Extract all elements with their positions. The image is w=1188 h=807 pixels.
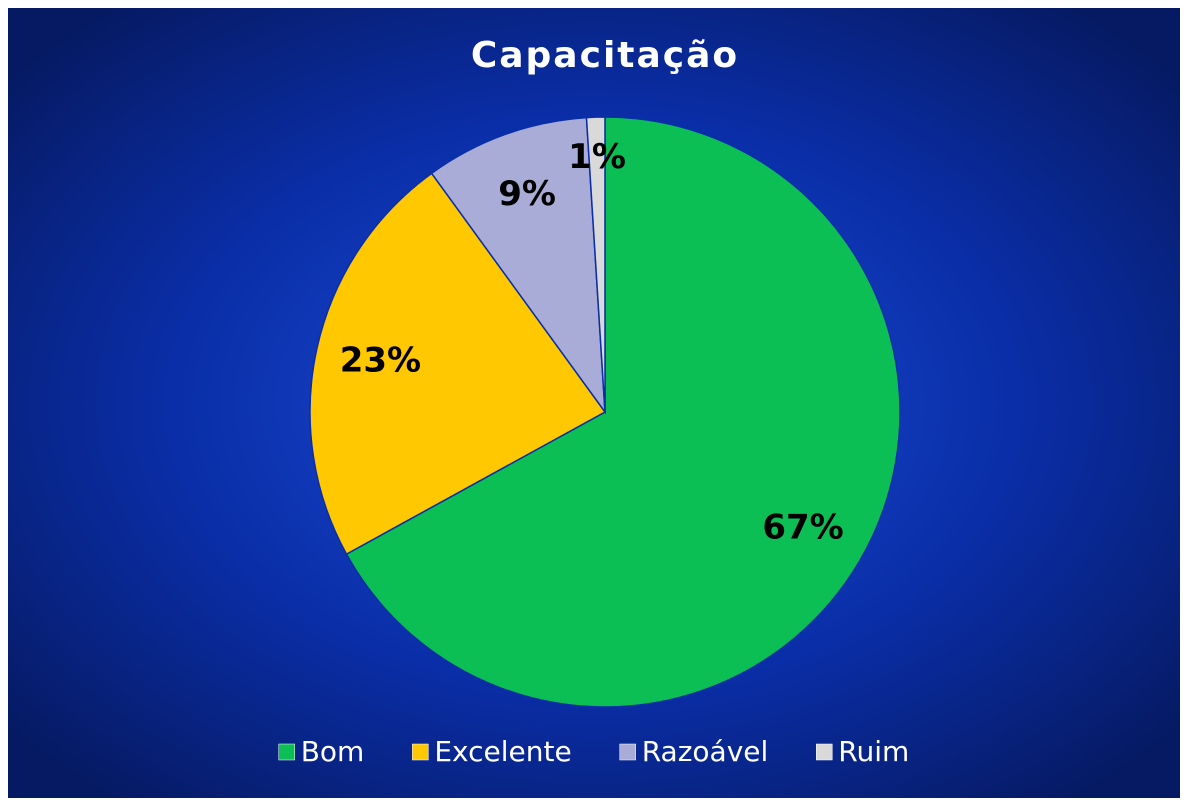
legend-swatch	[619, 743, 636, 761]
legend-label: Ruim	[838, 735, 909, 768]
legend-swatch	[412, 743, 429, 761]
data-label: 67%	[762, 508, 843, 548]
legend-label: Razoável	[642, 735, 769, 768]
pie-slice	[430, 116, 606, 415]
legend-label: Bom	[301, 735, 365, 768]
data-label: 9%	[498, 174, 556, 214]
legend-label: Excelente	[434, 735, 571, 768]
legend-swatch	[816, 743, 833, 761]
data-label: 23%	[340, 340, 421, 380]
pie-slice	[345, 116, 901, 708]
legend-swatch	[278, 743, 295, 761]
pie-slice	[309, 172, 607, 556]
pie-slice	[585, 116, 606, 413]
chart-title: Capacitação	[471, 35, 739, 76]
data-label: 1%	[568, 137, 626, 177]
